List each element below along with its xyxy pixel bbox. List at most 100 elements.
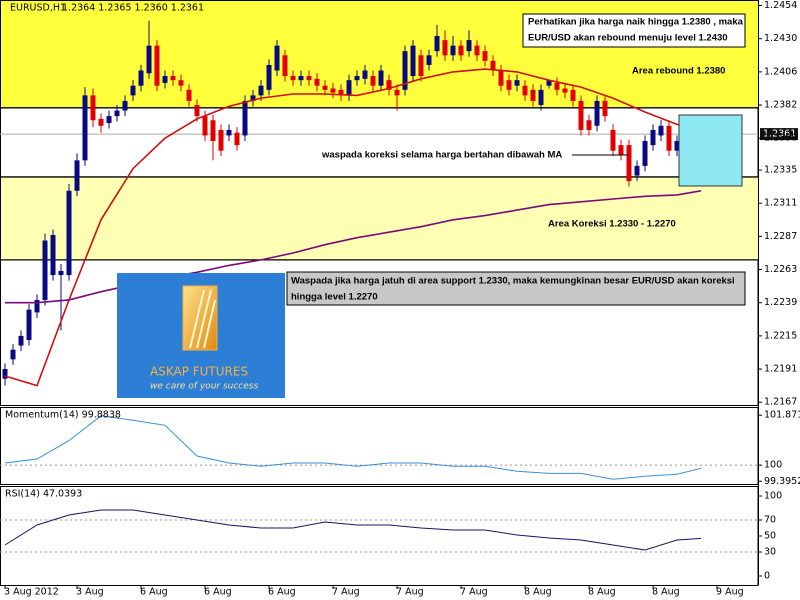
- annotation: Area Koreksi 1.2330 - 1.2270: [548, 219, 676, 230]
- candle-body: [170, 76, 176, 81]
- candle-body: [450, 45, 456, 56]
- annotation: hingga level 1.2270: [291, 292, 378, 303]
- candle-body: [530, 89, 536, 101]
- note-box: [286, 271, 746, 306]
- candle-body: [666, 125, 672, 151]
- candle-body: [634, 165, 640, 176]
- current-price-label: 1.2361: [763, 129, 796, 140]
- correction-zone: [1, 176, 758, 260]
- candle-body: [90, 95, 96, 121]
- highlight-box: [678, 114, 743, 187]
- candle-body: [146, 45, 152, 74]
- ohlc-text: 1.2364 1.2365 1.2360 1.2361: [62, 3, 204, 14]
- moving-average: [4, 68, 702, 387]
- candle-body: [18, 335, 24, 346]
- candle-body: [394, 89, 400, 96]
- candle-body: [10, 349, 16, 360]
- note-box: [522, 13, 746, 48]
- candle-body: [66, 190, 72, 276]
- candle-body: [370, 76, 376, 86]
- candle-body: [194, 105, 200, 117]
- candle-body: [490, 60, 496, 71]
- y-tick-label: 1.2382: [764, 100, 797, 111]
- x-tick-label: 7 Aug: [396, 587, 424, 598]
- candle-body: [674, 140, 680, 151]
- candle-body: [58, 270, 64, 276]
- candle-body: [186, 89, 192, 101]
- candle-body: [522, 85, 528, 96]
- y-tick-label: 1.2430: [764, 33, 797, 44]
- candle-body: [482, 51, 488, 61]
- candle-body: [306, 76, 312, 81]
- candle-body: [410, 45, 416, 77]
- candle-body: [386, 80, 392, 90]
- candle-body: [290, 76, 296, 81]
- candle-body: [642, 140, 648, 166]
- candle-body: [138, 70, 144, 86]
- candle-body: [210, 120, 216, 141]
- candle-body: [570, 89, 576, 101]
- y-tick-label: 101.8712: [764, 410, 800, 421]
- candle-body: [322, 85, 328, 90]
- candle-body: [466, 40, 472, 52]
- candle-body: [594, 100, 600, 126]
- indicator-line: [4, 509, 702, 551]
- x-tick-label: 7 Aug: [460, 587, 488, 598]
- candle-body: [426, 55, 432, 65]
- candle-body: [242, 100, 248, 136]
- candle-body: [514, 80, 520, 86]
- candle-body: [26, 309, 32, 341]
- candle-body: [98, 118, 104, 126]
- candle-body: [314, 78, 320, 86]
- candle-body: [338, 89, 344, 96]
- candle-body: [658, 125, 664, 136]
- candle-body: [282, 55, 288, 77]
- x-tick-label: 9 Aug: [716, 587, 744, 598]
- y-tick-label: 1.2263: [764, 264, 797, 275]
- y-tick-label: 1.2406: [764, 66, 797, 77]
- y-tick-label: 30: [764, 547, 776, 558]
- annotation: Area rebound 1.2380: [632, 66, 725, 77]
- candle-body: [602, 100, 608, 117]
- y-tick-label: 1.2239: [764, 297, 797, 308]
- y-tick-label: 1.2335: [764, 165, 797, 176]
- candle-body: [106, 116, 112, 124]
- logo-tagline: we care of your success: [150, 382, 258, 392]
- candle-body: [506, 80, 512, 90]
- annotation: waspada koreksi selama harga bertahan di…: [321, 150, 562, 161]
- candle-body: [202, 116, 208, 136]
- y-tick-label: 99.3952: [764, 476, 800, 487]
- candle-body: [250, 95, 256, 101]
- candle-body: [346, 80, 352, 96]
- candle-body: [50, 234, 56, 276]
- candle-body: [266, 64, 272, 90]
- candle-body: [562, 88, 568, 93]
- candle-body: [362, 70, 368, 79]
- y-tick-label: 100: [764, 460, 782, 471]
- y-tick-label: 1.2191: [764, 364, 797, 375]
- y-tick-label: 1.2358: [764, 133, 797, 144]
- candle-body: [626, 145, 632, 182]
- candle-body: [130, 85, 136, 96]
- current-price-box: [760, 128, 798, 141]
- y-tick-label: 1.2287: [764, 231, 797, 242]
- candle-body: [74, 160, 80, 191]
- y-tick-label: 70: [764, 515, 776, 526]
- x-tick-label: 3 Aug 2012: [4, 587, 59, 598]
- candle-body: [234, 132, 240, 146]
- y-tick-label: 100: [764, 491, 782, 502]
- candle-body: [586, 120, 592, 130]
- y-tick-label: 0: [764, 571, 770, 582]
- candle-body: [650, 129, 656, 146]
- x-tick-label: 3 Aug: [76, 587, 104, 598]
- candle-body: [162, 76, 168, 83]
- candle-body: [354, 76, 360, 81]
- x-tick-label: 8 Aug: [524, 587, 552, 598]
- annotation: EUR/USD akan rebound menuju level 1.2430: [528, 33, 728, 44]
- logo: ASKAP FUTURES we care of your success: [117, 273, 285, 398]
- candle-body: [274, 45, 280, 71]
- candle-body: [610, 129, 616, 151]
- candle-body: [554, 82, 560, 90]
